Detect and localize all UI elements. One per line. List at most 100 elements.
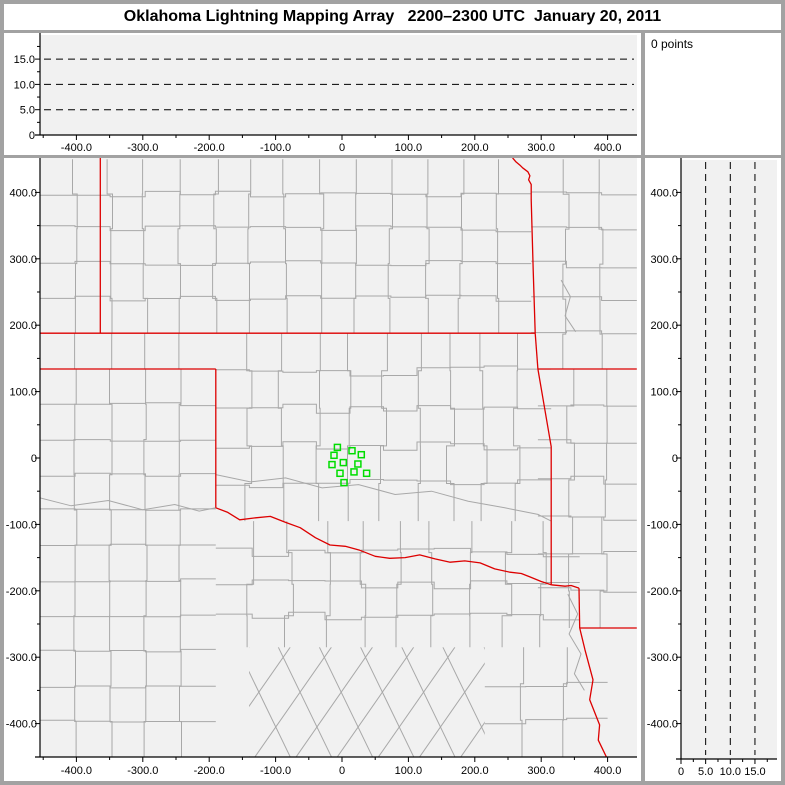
state-border [534, 333, 539, 370]
axis-tick-label: 200.0 [9, 320, 37, 332]
county-border [249, 670, 291, 757]
axis-tick-label: 15.0 [14, 54, 35, 66]
county-border [537, 439, 637, 444]
axis-tick-label: 200.0 [650, 320, 678, 332]
axis-tick-label: 200.0 [461, 765, 489, 777]
map-plot-area [40, 158, 637, 757]
county-border [537, 404, 637, 407]
axis-tick-label: 0 [29, 130, 35, 142]
state-border [512, 158, 536, 334]
county-border [537, 587, 637, 593]
axis-tick-label: 10.0 [720, 766, 741, 778]
county-border [378, 333, 388, 522]
county-border [282, 159, 288, 334]
county-border [212, 159, 219, 334]
county-border [531, 226, 637, 231]
county-border [106, 159, 113, 334]
county-border [531, 260, 637, 269]
county-border [215, 403, 552, 414]
state-border [578, 588, 581, 629]
panel-ns-cross-section: -400.0 -300.0 -200.0 -100.0 0 100.0 200.0 300.0… [645, 158, 781, 781]
county-border [442, 647, 485, 735]
axis-tick-label: 0 [31, 453, 37, 465]
ew-plot-area [40, 35, 637, 135]
ns-height-plot[interactable]: -400.0 -300.0 -200.0 -100.0 0 100.0 200.0 300.0… [645, 158, 781, 781]
axis-tick-label: 0 [672, 453, 678, 465]
county-border [457, 159, 465, 334]
axis-tick-label: -100.0 [647, 519, 678, 531]
county-border [417, 333, 422, 522]
county-border [40, 294, 532, 302]
county-border [40, 225, 532, 233]
county-border [419, 662, 485, 757]
county-border [295, 647, 373, 757]
axis-tick-label: -100.0 [260, 765, 291, 777]
lma-station-marker [357, 450, 366, 459]
county-border [598, 159, 604, 369]
axis-tick-label: 0 [678, 766, 684, 778]
lma-station-marker [354, 460, 362, 468]
ns-plot-area [681, 160, 777, 759]
axis-tick-label: -300.0 [647, 652, 678, 664]
county-border [40, 472, 216, 477]
lma-station-marker [350, 468, 358, 476]
county-border [531, 296, 637, 301]
panel-plan-view-map: -400.0 -300.0 -200.0 -100.0 0 100.0 200.0 300.0… [4, 158, 641, 781]
panel-point-count: 0 points [645, 33, 781, 155]
axis-tick-label: 5.0 [20, 105, 35, 117]
county-border [378, 647, 456, 757]
axis-tick-label: 0 [339, 142, 345, 154]
axis-tick-label: 5.0 [698, 766, 713, 778]
axis-tick-label: 300.0 [527, 765, 555, 777]
county-border [531, 330, 637, 335]
axis-tick-label: -400.0 [61, 142, 92, 154]
county-border [40, 648, 216, 653]
county-border [537, 551, 637, 555]
county-border [537, 515, 637, 521]
county-border [395, 521, 402, 648]
axis-tick-label: 300.0 [9, 254, 37, 266]
county-border [40, 439, 216, 442]
county-border [599, 369, 608, 628]
county-border [401, 647, 456, 757]
county-border [215, 441, 552, 451]
title-bar: Oklahoma Lightning Mapping Array 2200–23… [4, 4, 781, 30]
axis-tick-label: 100.0 [650, 387, 678, 399]
lma-station-marker [330, 451, 338, 460]
county-border [40, 719, 216, 723]
axis-tick-label: 400.0 [594, 765, 622, 777]
axis-tick-label: -300.0 [127, 765, 158, 777]
county-border [40, 543, 216, 546]
axis-tick-label: 15.0 [744, 766, 765, 778]
county-lines-diagonal [249, 647, 485, 757]
axis-tick-label: -100.0 [6, 519, 37, 531]
county-border [501, 521, 513, 648]
axis-tick-label: 300.0 [527, 142, 555, 154]
lma-station-marker [340, 478, 348, 487]
axis-tick-label: -200.0 [194, 765, 225, 777]
axis-tick-label: 100.0 [395, 765, 423, 777]
axis-tick-label: -300.0 [6, 652, 37, 664]
county-border [246, 521, 255, 648]
state-border [537, 368, 552, 585]
lma-station-marker [348, 446, 356, 455]
county-border [566, 369, 575, 628]
county-border [360, 647, 415, 757]
axis-tick-label: -200.0 [647, 586, 678, 598]
river-line [560, 279, 577, 333]
county-border [40, 402, 216, 407]
county-border [215, 611, 580, 621]
ew-height-plot[interactable]: 0 5.0 10.0 15.0 -400.0 -300.0 -200.0 -100.0 0 100… [4, 33, 641, 155]
axis-tick-label: -200.0 [6, 586, 37, 598]
plan-view-map-plot[interactable]: -400.0 -300.0 -200.0 -100.0 0 100.0 200.0 300.0… [4, 158, 641, 781]
county-border [215, 547, 580, 558]
county-border [40, 614, 216, 618]
axis-tick-label: -400.0 [6, 719, 37, 731]
county-border [336, 647, 415, 757]
county-border [215, 579, 580, 590]
county-border [247, 159, 252, 334]
river-line [567, 593, 585, 691]
axis-tick-label: 0 [339, 765, 345, 777]
county-border [484, 717, 608, 725]
county-border [40, 190, 532, 198]
